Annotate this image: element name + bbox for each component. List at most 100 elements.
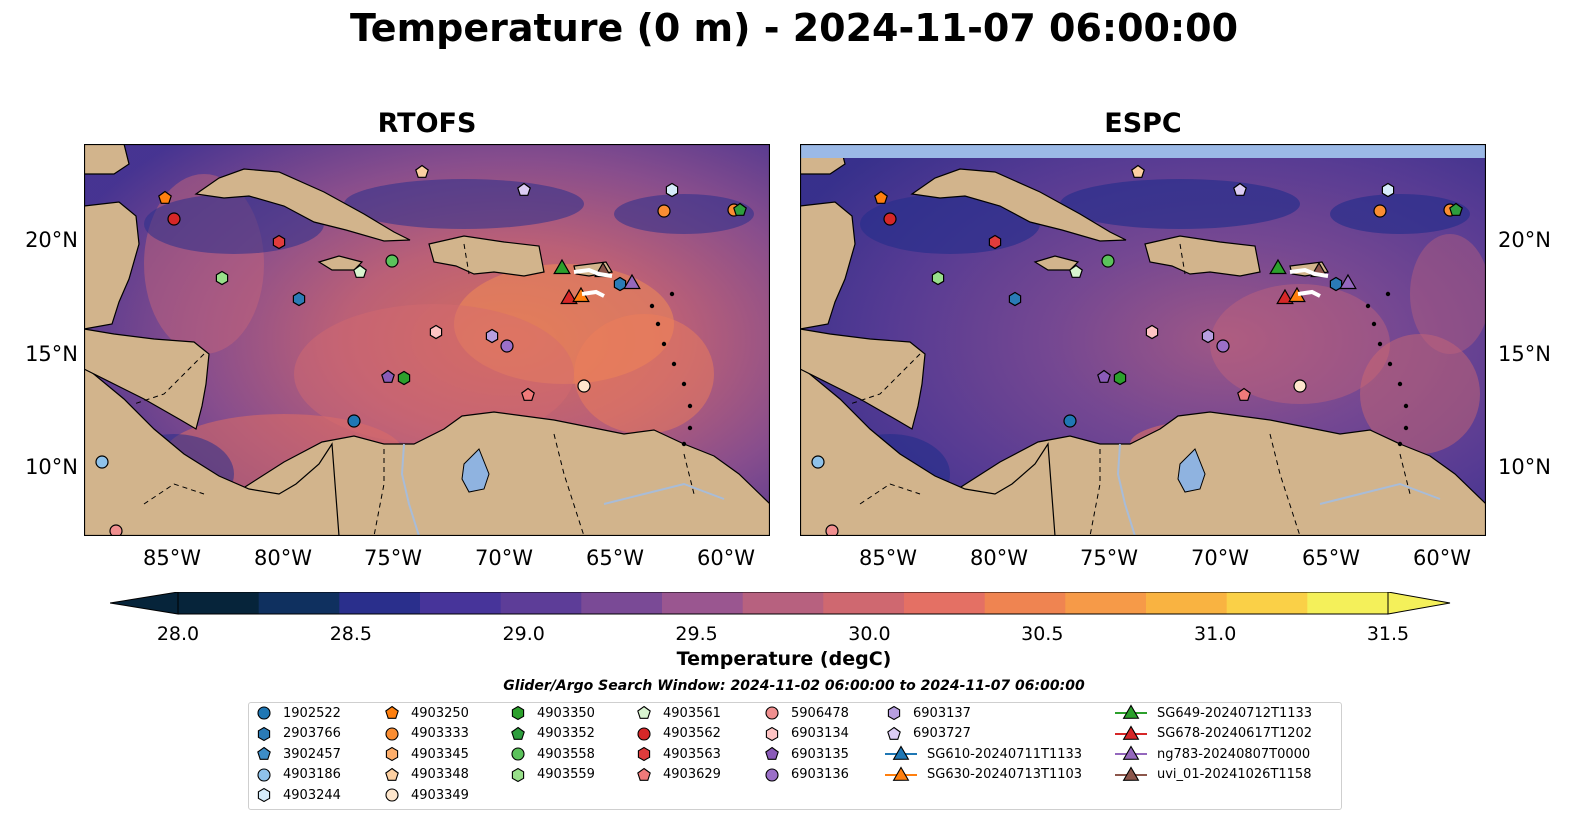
- legend-item-label: 6903727: [913, 726, 971, 741]
- x-tick-label: 75°W: [1080, 546, 1138, 570]
- legend-item-label: 5906478: [791, 705, 849, 721]
- circle-marker-icon: [385, 726, 399, 741]
- legend-item: 4903349: [383, 785, 469, 805]
- x-tick-label: 60°W: [1413, 546, 1471, 570]
- legend-item-label: 4903352: [537, 726, 595, 741]
- colorbar-segment: [420, 592, 502, 614]
- legend-item-label: 4903250: [411, 705, 469, 721]
- legend-item: 4903250: [383, 703, 469, 723]
- float-marker: [874, 190, 888, 204]
- float-marker: [1145, 324, 1159, 340]
- float-marker: [521, 387, 535, 401]
- colorbar-segment: [904, 592, 986, 614]
- land-mass: [317, 255, 364, 271]
- float-marker: [385, 254, 399, 268]
- float-marker: [1373, 204, 1387, 218]
- x-tick-label: 70°W: [475, 546, 533, 570]
- hexagon-marker-icon: [257, 726, 271, 741]
- legend-item: 4903629: [635, 765, 721, 785]
- land-mass: [84, 144, 130, 175]
- lake-maracaibo: [461, 448, 490, 493]
- float-marker: [825, 524, 839, 536]
- land-mass: [1144, 235, 1261, 277]
- legend-item: 5906478: [763, 703, 849, 723]
- hexagon-marker-icon: [887, 705, 901, 721]
- legend-item: 4903558: [509, 744, 595, 764]
- legend-item-label: 6903137: [913, 705, 971, 721]
- float-marker: [397, 370, 411, 386]
- legend-item: 6903135: [763, 744, 849, 764]
- legend-item-label: 4903348: [411, 767, 469, 782]
- legend-item: 6903134: [763, 724, 849, 744]
- land-mass: [800, 201, 856, 330]
- x-tick-label: 60°W: [697, 546, 755, 570]
- float-marker: [1008, 291, 1022, 307]
- legend-title: Glider/Argo Search Window: 2024-11-02 06…: [503, 678, 1085, 694]
- colorbar-tick-label: 31.0: [1193, 623, 1237, 645]
- legend-item: 6903136: [763, 765, 849, 785]
- legend-item-label: 4903350: [537, 705, 595, 721]
- legend-item: 4903186: [255, 765, 341, 785]
- float-marker: [429, 324, 443, 340]
- land-mass: [84, 365, 340, 536]
- legend-item-label: 1902522: [283, 705, 341, 721]
- float-marker: [109, 524, 123, 536]
- float-marker: [811, 455, 825, 469]
- float-marker: [1101, 254, 1115, 268]
- main-title: Temperature (0 m) - 2024-11-07 06:00:00: [349, 6, 1239, 50]
- colorbar-max-extend: [1387, 592, 1451, 615]
- triangle-marker-icon: [885, 745, 917, 760]
- circle-marker-icon: [765, 706, 779, 720]
- float-marker: [577, 379, 591, 393]
- pentagon-marker-icon: [257, 746, 271, 760]
- colorbar-segment: [1307, 592, 1389, 614]
- legend-item: 6903137: [885, 703, 971, 723]
- pentagon-marker-icon: [765, 746, 779, 760]
- legend-item: SG630-20240713T1103: [885, 765, 1082, 785]
- pentagon-marker-icon: [637, 767, 651, 781]
- float-marker: [1339, 273, 1357, 290]
- float-marker: [1131, 164, 1145, 178]
- hexagon-marker-icon: [511, 705, 525, 721]
- circle-marker-icon: [765, 767, 779, 782]
- pentagon-marker-icon: [385, 705, 399, 719]
- circle-marker-icon: [511, 747, 525, 761]
- y-tick-label: 10°N: [1498, 455, 1551, 479]
- legend-item: 4903559: [509, 765, 595, 785]
- float-marker: [353, 264, 367, 278]
- pentagon-marker-icon: [887, 726, 901, 740]
- temperature-colorbar: [110, 592, 1451, 615]
- x-tick-label: 75°W: [364, 546, 422, 570]
- float-marker: [95, 455, 109, 469]
- x-tick-label: 80°W: [970, 546, 1028, 570]
- float-marker: [733, 202, 747, 216]
- legend-item: 2903766: [255, 724, 341, 744]
- circle-marker-icon: [257, 706, 271, 720]
- colorbar-min-extend: [110, 592, 179, 615]
- x-tick-label: 80°W: [254, 546, 312, 570]
- float-marker: [553, 258, 571, 275]
- float-marker: [347, 414, 361, 428]
- land-mass: [84, 328, 210, 430]
- espc-panel-title: ESPC: [1104, 108, 1182, 139]
- colorbar-segment: [581, 592, 663, 614]
- float-marker: [158, 190, 172, 204]
- legend-item-label: 4903186: [283, 767, 341, 782]
- triangle-marker-icon: [1115, 745, 1147, 760]
- colorbar-tick-label: 30.5: [1021, 623, 1064, 645]
- x-tick-label: 85°W: [143, 546, 201, 570]
- float-marker: [1381, 182, 1395, 198]
- rtofs-temperature-map: [84, 144, 770, 536]
- float-marker: [167, 212, 181, 226]
- colorbar-segment: [742, 592, 824, 614]
- legend-item: 4903563: [635, 744, 721, 764]
- legend-item: SG649-20240712T1133: [1115, 703, 1312, 723]
- colorbar-segment: [1065, 592, 1147, 614]
- colorbar-tick-label: 28.0: [156, 623, 200, 645]
- legend-item-label: ng783-20240807T0000: [1157, 746, 1311, 762]
- legend-item-label: 4903563: [663, 746, 721, 762]
- float-marker: [883, 212, 897, 226]
- colorbar-segment: [1146, 592, 1228, 614]
- legend-item-label: 6903135: [791, 746, 849, 762]
- float-marker: [1293, 379, 1307, 393]
